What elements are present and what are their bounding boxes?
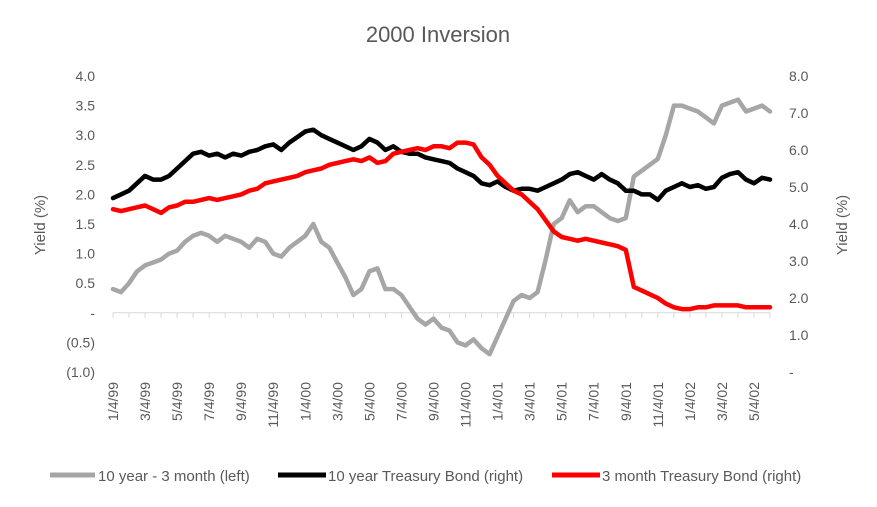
x-tick-label: 3/4/99 bbox=[137, 382, 153, 421]
x-tick-label: 11/4/99 bbox=[265, 382, 281, 428]
x-tick-label: 1/4/99 bbox=[105, 382, 121, 421]
x-tick-label: 1/4/02 bbox=[682, 382, 698, 421]
legend-label-10y: 10 year Treasury Bond (right) bbox=[328, 468, 523, 485]
y-left-tick-label: (1.0) bbox=[66, 364, 95, 380]
x-tick-label: 11/4/00 bbox=[458, 382, 474, 428]
legend: 10 year - 3 month (left) 10 year Treasur… bbox=[50, 468, 801, 485]
series-line-3m bbox=[110, 140, 773, 312]
x-tick-label: 3/4/01 bbox=[522, 382, 538, 421]
x-tick-label: 9/4/99 bbox=[233, 382, 249, 421]
y-right-tick-label: 3.0 bbox=[789, 253, 809, 269]
x-tick-label: 7/4/01 bbox=[586, 382, 602, 421]
y-right-tick-label: 4.0 bbox=[789, 216, 809, 232]
y-right-tick-label: 8.0 bbox=[789, 68, 809, 84]
y-left-tick-label: 3.5 bbox=[76, 98, 96, 114]
x-tick-label: 5/4/99 bbox=[169, 382, 185, 421]
x-tick-label: 7/4/99 bbox=[201, 382, 217, 421]
y-left-ticks: 4.0 3.5 3.0 2.5 2.0 1.5 1.0 0.5 - (0.5) (1.0) bbox=[66, 68, 95, 380]
y-right-ticks: 8.0 7.0 6.0 5.0 4.0 3.0 2.0 1.0 - bbox=[789, 68, 809, 380]
y-right-tick-label: 2.0 bbox=[789, 290, 809, 306]
x-tick-label: 11/4/01 bbox=[650, 382, 666, 428]
x-axis bbox=[112, 312, 771, 318]
y-left-tick-label: 2.0 bbox=[76, 186, 96, 202]
y-right-tick-label: 1.0 bbox=[789, 327, 809, 343]
y-left-label: Yield (%) bbox=[32, 195, 49, 255]
legend-label-spread: 10 year - 3 month (left) bbox=[98, 468, 250, 485]
y-right-label: Yield (%) bbox=[834, 195, 851, 255]
x-ticks: 1/4/99 3/4/99 5/4/99 7/4/99 9/4/99 11/4/99 1/4… bbox=[105, 382, 762, 428]
series-lines bbox=[110, 97, 773, 357]
y-left-tick-label: 0.5 bbox=[76, 275, 96, 291]
y-right-tick-label: - bbox=[789, 364, 794, 380]
y-left-tick-label: 3.0 bbox=[76, 127, 96, 143]
x-tick-label: 1/4/00 bbox=[297, 382, 313, 421]
y-right-tick-label: 6.0 bbox=[789, 142, 809, 158]
chart-title: 2000 Inversion bbox=[366, 22, 510, 47]
x-tick-label: 5/4/02 bbox=[746, 382, 762, 421]
x-tick-label: 3/4/02 bbox=[714, 382, 730, 421]
y-left-tick-label: 4.0 bbox=[76, 68, 96, 84]
series-line-spread bbox=[110, 97, 773, 357]
x-tick-label: 5/4/01 bbox=[554, 382, 570, 421]
y-right-tick-label: 7.0 bbox=[789, 105, 809, 121]
series-line-10y bbox=[110, 127, 773, 203]
y-left-tick-label: (0.5) bbox=[66, 334, 95, 350]
y-left-tick-label: 1.0 bbox=[76, 246, 96, 262]
x-tick-label: 5/4/00 bbox=[361, 382, 377, 421]
x-tick-label: 1/4/01 bbox=[490, 382, 506, 421]
x-tick-label: 9/4/00 bbox=[425, 382, 441, 421]
y-left-tick-label: - bbox=[90, 305, 95, 321]
x-tick-label: 7/4/00 bbox=[393, 382, 409, 421]
y-left-tick-label: 1.5 bbox=[76, 216, 96, 232]
y-right-tick-label: 5.0 bbox=[789, 179, 809, 195]
legend-label-3m: 3 month Treasury Bond (right) bbox=[602, 468, 801, 485]
y-left-tick-label: 2.5 bbox=[76, 157, 96, 173]
x-tick-label: 9/4/01 bbox=[618, 382, 634, 421]
x-tick-label: 3/4/00 bbox=[329, 382, 345, 421]
